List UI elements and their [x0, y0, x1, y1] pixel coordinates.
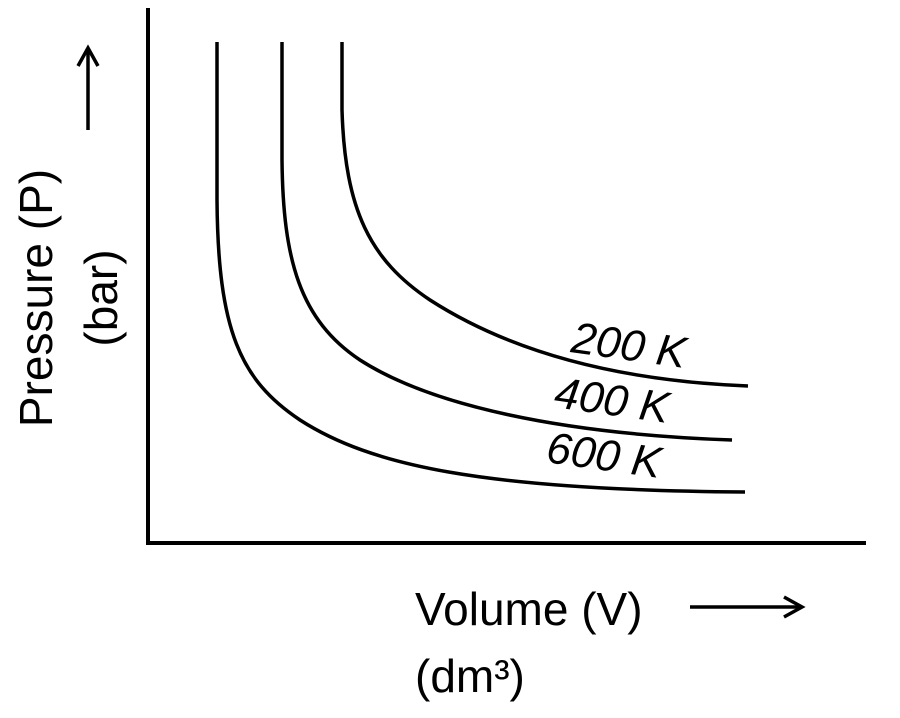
isotherm-400k [280, 42, 733, 442]
curve-label: 200 K [568, 313, 691, 378]
y-arrow [76, 44, 100, 130]
x-axis-units: (dm³) [415, 650, 525, 702]
isotherm-600k [215, 42, 746, 494]
x-arrow [690, 595, 806, 619]
y-axis-label: Pressure (P) [10, 169, 62, 427]
x-axis-label: Volume (V) [415, 583, 643, 635]
curve-label: 600 K [544, 423, 666, 488]
isotherm-200k [340, 42, 749, 388]
y-axis-units: (bar) [75, 249, 127, 346]
